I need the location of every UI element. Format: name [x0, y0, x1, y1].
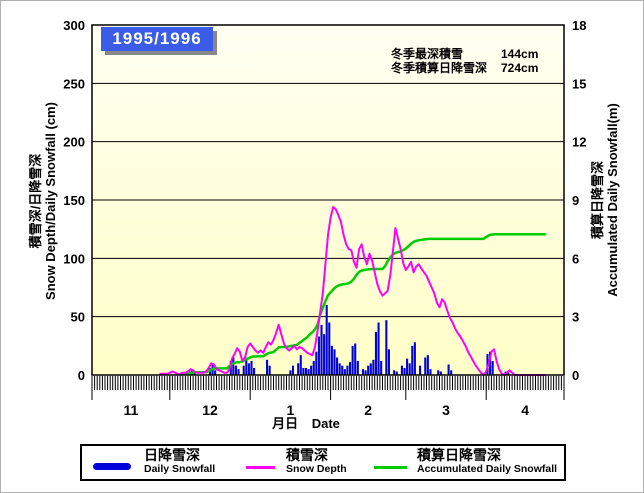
svg-text:6: 6 — [572, 251, 579, 266]
legend-snow-depth-jp: 積雪深 — [286, 447, 328, 463]
total-snowfall-row: 冬季積算日降雪深 724cm — [391, 61, 538, 75]
left-axis-title-en: Snow Depth/Daily Snowfall (cm) — [43, 102, 58, 300]
accumulated-snowfall-line — [180, 232, 546, 376]
legend-item-snow-depth: 積雪深 Snow Depth — [286, 447, 347, 475]
svg-text:12: 12 — [202, 402, 218, 418]
winter-stats-annotation: 冬季最深積雪 144cm 冬季積算日降雪深 724cm — [391, 47, 538, 75]
total-snowfall-label: 冬季積算日降雪深 — [391, 61, 488, 75]
legend-daily-snowfall-jp: 日降雪深 — [144, 447, 200, 463]
left-axis-title-jp: 積雪深/日降雪深 — [28, 153, 43, 249]
svg-text:200: 200 — [63, 135, 85, 150]
max-snow-depth-value: 144cm — [501, 47, 539, 61]
total-snowfall-value: 724cm — [501, 61, 539, 75]
svg-text:0: 0 — [572, 368, 579, 383]
svg-text:2: 2 — [364, 402, 372, 418]
svg-text:3: 3 — [442, 402, 450, 418]
legend-item-daily-snowfall: 日降雪深 Daily Snowfall — [144, 447, 215, 475]
svg-text:1: 1 — [287, 402, 295, 418]
x-axis-ticks — [91, 376, 565, 400]
right-axis-title-jp: 積算日降雪深 — [590, 161, 605, 240]
x-axis-title-en: Date — [311, 416, 340, 431]
svg-text:15: 15 — [572, 76, 586, 91]
svg-text:3: 3 — [572, 310, 579, 325]
svg-text:11: 11 — [123, 402, 138, 418]
svg-text:12: 12 — [572, 135, 586, 150]
right-axis-tick-labels: 0 3 6 9 12 15 18 — [572, 18, 586, 383]
x-axis-title: 月日 Date — [246, 413, 366, 432]
month-labels: 11 12 1 2 3 4 — [123, 402, 529, 418]
season-title: 1995/1996 — [101, 27, 213, 51]
legend: 日降雪深 Daily Snowfall 積雪深 Snow Depth 積算日降雪… — [80, 444, 566, 481]
legend-accumulated-jp: 積算日降雪深 — [417, 447, 501, 463]
snow-depth-swatch — [246, 466, 275, 469]
plot-border — [91, 24, 565, 376]
legend-snow-depth-en: Snow Depth — [286, 463, 347, 475]
daily-snowfall-swatch — [93, 463, 131, 470]
svg-text:100: 100 — [63, 251, 85, 266]
svg-text:9: 9 — [572, 193, 579, 208]
right-axis-title: 積算日降雪深 Accumulated Daily Snowfall(m) — [590, 50, 620, 350]
max-snow-depth-row: 冬季最深積雪 144cm — [391, 47, 538, 61]
svg-text:4: 4 — [521, 402, 529, 418]
left-axis-tick-labels: 0 50 100 150 200 250 300 — [63, 18, 85, 383]
legend-item-accumulated: 積算日降雪深 Accumulated Daily Snowfall — [417, 447, 557, 475]
x-axis-title-jp: 月日 — [272, 416, 299, 431]
svg-text:0: 0 — [78, 368, 85, 383]
left-axis-title: 積雪深/日降雪深 Snow Depth/Daily Snowfall (cm) — [28, 21, 58, 381]
svg-text:250: 250 — [63, 76, 85, 91]
accumulated-snowfall-swatch — [374, 466, 407, 469]
svg-text:150: 150 — [63, 193, 85, 208]
svg-text:50: 50 — [71, 310, 85, 325]
svg-text:18: 18 — [572, 18, 586, 33]
legend-daily-snowfall-en: Daily Snowfall — [144, 463, 216, 475]
legend-accumulated-en: Accumulated Daily Snowfall — [417, 463, 558, 475]
snow-depth-line — [159, 206, 546, 376]
svg-text:300: 300 — [63, 18, 85, 33]
max-snow-depth-label: 冬季最深積雪 — [391, 47, 464, 61]
right-axis-title-en: Accumulated Daily Snowfall(m) — [605, 103, 620, 297]
